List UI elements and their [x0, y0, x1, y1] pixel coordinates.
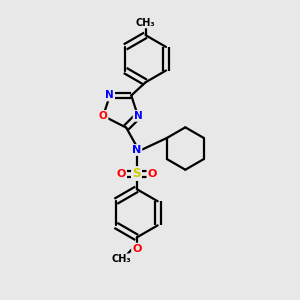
Text: O: O [117, 169, 126, 178]
Text: N: N [106, 91, 114, 100]
Text: O: O [147, 169, 157, 178]
Text: O: O [99, 111, 108, 121]
Text: CH₃: CH₃ [136, 18, 155, 28]
Text: S: S [133, 167, 141, 180]
Text: N: N [132, 145, 141, 155]
Text: O: O [132, 244, 141, 254]
Text: N: N [134, 111, 142, 121]
Text: CH₃: CH₃ [112, 254, 131, 264]
